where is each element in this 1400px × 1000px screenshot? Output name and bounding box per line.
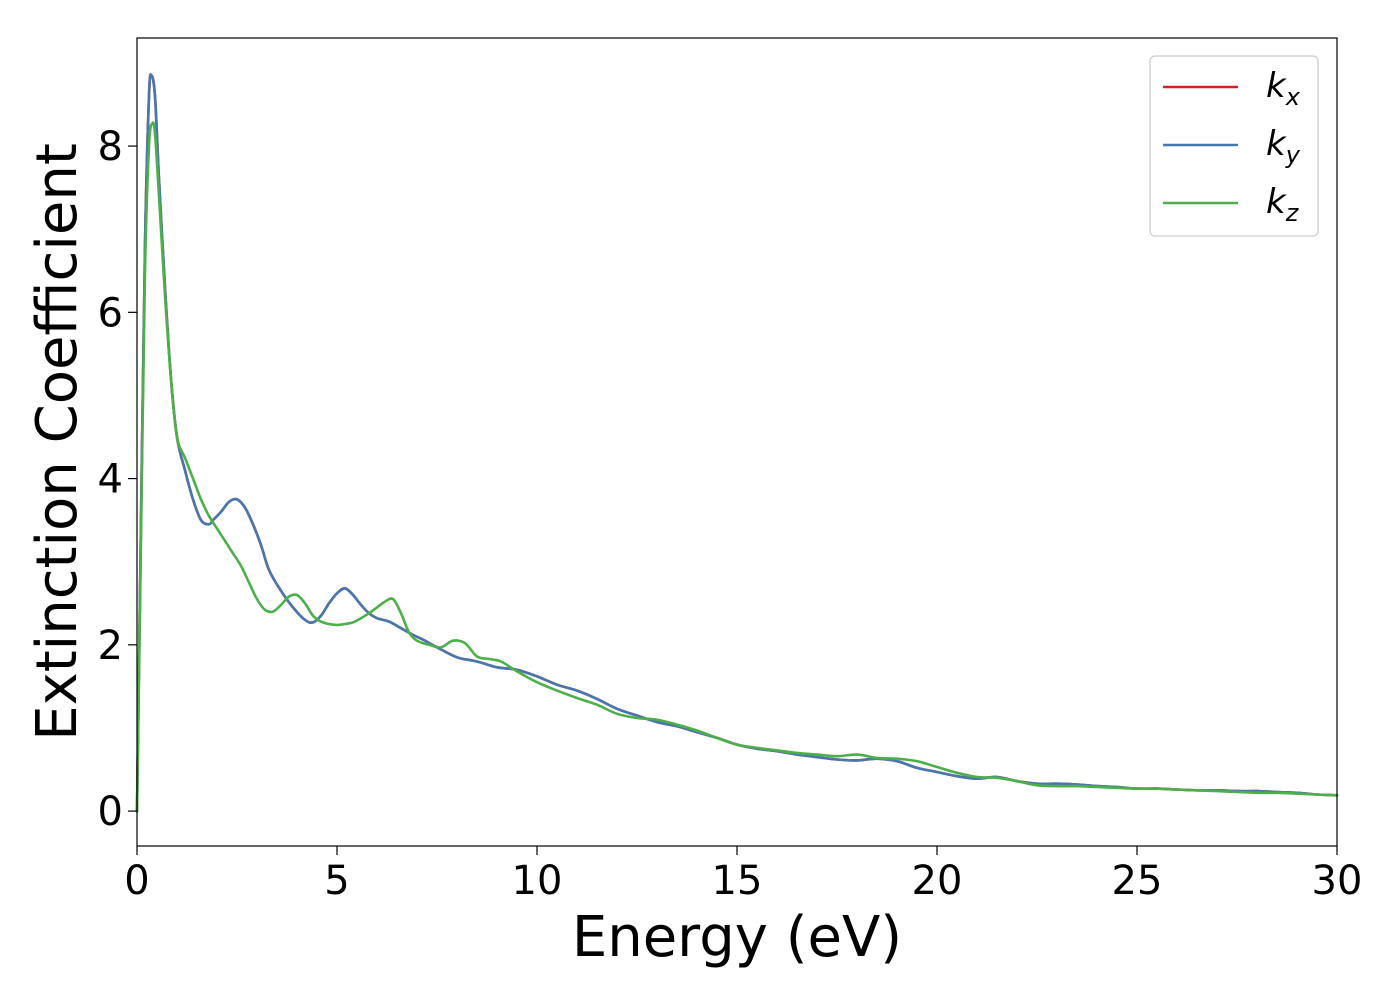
x-tick-label: 30	[1312, 858, 1363, 904]
y-tick-label: 6	[98, 290, 123, 336]
x-axis-title: Energy (eV)	[572, 905, 902, 970]
plot-background	[137, 38, 1337, 846]
series-line-k-y	[135, 73, 1339, 813]
y-tick-label: 8	[98, 124, 123, 170]
x-tick-label: 15	[712, 858, 763, 904]
y-axis: 0 2 4 6 8	[98, 124, 137, 835]
series-layer	[135, 73, 1339, 813]
x-tick-label: 10	[512, 858, 563, 904]
x-tick-label: 20	[912, 858, 963, 904]
y-tick-label: 0	[98, 789, 123, 835]
x-tick-label: 25	[1112, 858, 1163, 904]
y-tick-label: 4	[98, 457, 123, 503]
legend: kx ky kz	[1149, 55, 1319, 237]
y-tick-label: 2	[98, 623, 123, 669]
y-axis-title: Extinction Coefficient	[25, 143, 90, 741]
legend-label-k-z: kz	[1266, 182, 1300, 227]
series-line-k-z	[135, 121, 1339, 813]
x-axis: 0 5 10 15 20 25 30	[124, 846, 1362, 904]
legend-label-k-x: kx	[1266, 66, 1301, 111]
x-tick-label: 0	[124, 858, 149, 904]
legend-label-k-y: ky	[1266, 124, 1301, 169]
x-tick-label: 5	[324, 858, 349, 904]
